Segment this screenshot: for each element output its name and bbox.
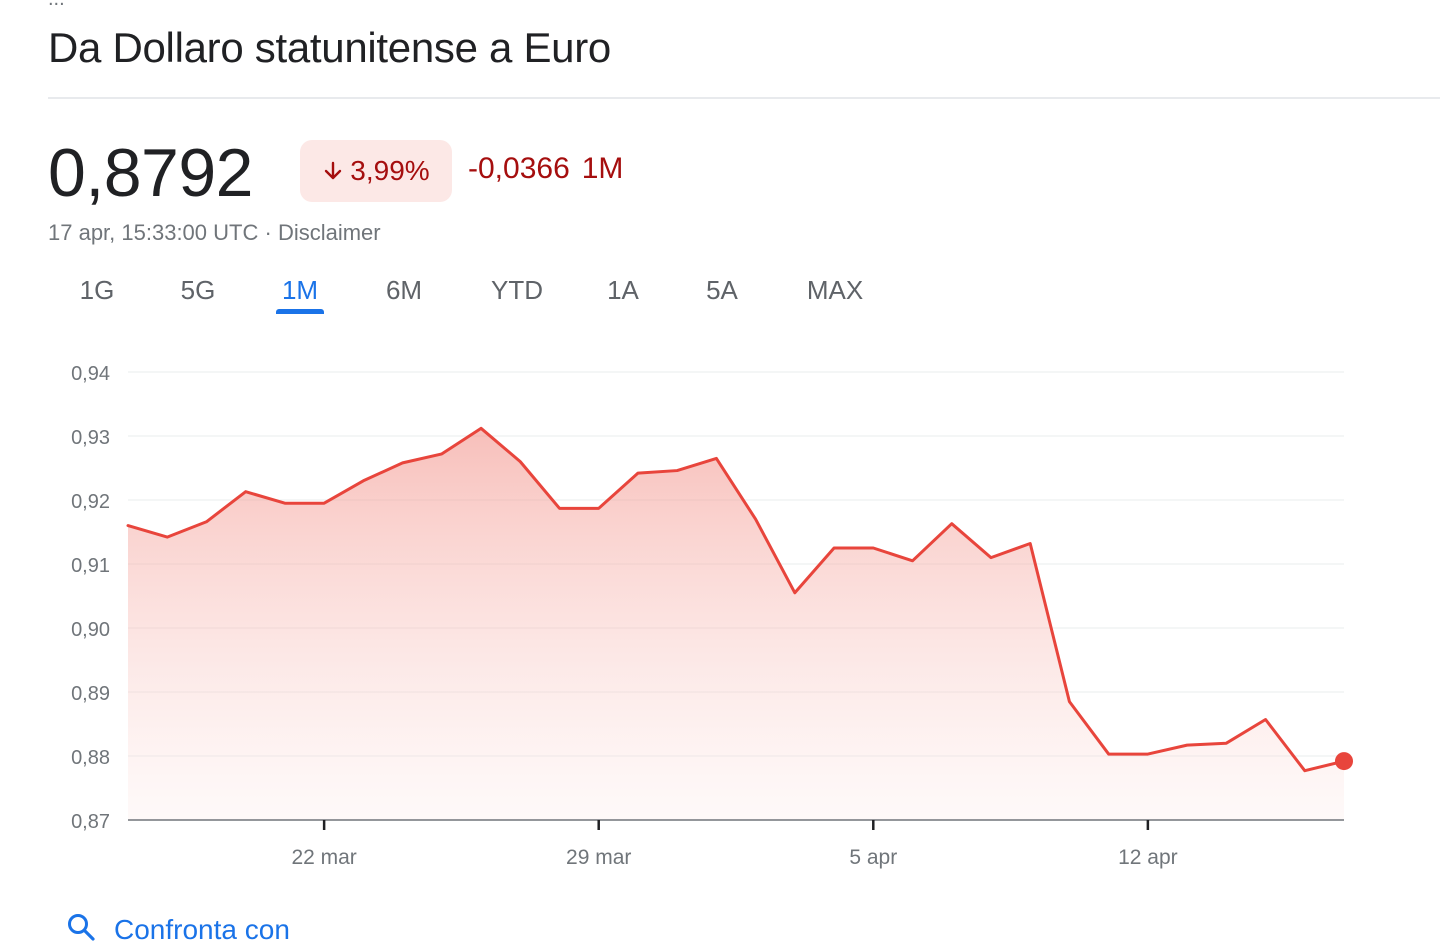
data-point [362, 479, 365, 482]
y-tick-label: 0,89 [71, 683, 110, 705]
data-point [519, 460, 522, 463]
quote-meta: 17 apr, 15:33:00 UTC · Disclaimer [48, 220, 381, 246]
data-point [793, 591, 796, 594]
compare-label: Confronta con [114, 913, 290, 945]
last-point-marker [1335, 752, 1353, 771]
data-point [833, 547, 836, 550]
data-point [911, 559, 914, 562]
data-point [283, 502, 286, 505]
data-point [205, 520, 208, 523]
data-point [754, 518, 757, 521]
x-tick-label: 22 mar [291, 846, 356, 869]
data-point [440, 452, 443, 455]
breadcrumb-fragment: ... [48, 0, 65, 11]
data-point [989, 556, 992, 559]
tab-5a[interactable]: 5A [706, 275, 738, 305]
data-point [1186, 744, 1189, 747]
data-point [872, 547, 875, 550]
x-tick-label: 5 apr [849, 846, 897, 869]
data-point [636, 472, 639, 475]
meta-separator: · [264, 220, 272, 245]
disclaimer-link[interactable]: Disclaimer [277, 220, 381, 245]
tab-max[interactable]: MAX [806, 275, 864, 305]
data-point [715, 457, 718, 460]
y-tick-label: 0,88 [71, 747, 110, 769]
y-tick-label: 0,93 [71, 427, 110, 449]
y-tick-label: 0,92 [71, 491, 110, 513]
data-point [127, 524, 130, 527]
series-line [126, 426, 1346, 773]
y-tick-label: 0,87 [71, 811, 110, 833]
data-point [401, 461, 404, 464]
tab-5g[interactable]: 5G [180, 275, 216, 305]
data-point [950, 522, 953, 525]
timestamp: 17 apr, 15:33:00 UTC [48, 220, 259, 245]
data-point [166, 536, 169, 539]
data-point [244, 490, 247, 493]
data-point [1146, 753, 1149, 756]
change-period: 1M [581, 152, 624, 185]
data-point [1303, 769, 1306, 772]
data-point [1029, 542, 1032, 545]
tab-1g[interactable]: 1G [79, 275, 115, 305]
change-percent: 3,99% [350, 155, 430, 186]
data-point [558, 507, 561, 510]
y-tick-label: 0,94 [71, 363, 110, 385]
data-point [597, 507, 600, 510]
data-point [1107, 753, 1110, 756]
change-absolute: -0,0366 [468, 152, 570, 185]
data-point [1264, 718, 1267, 721]
x-tick-label: 12 apr [1118, 846, 1178, 869]
tab-ytd[interactable]: YTD [491, 275, 543, 305]
x-tick-label: 29 mar [566, 846, 631, 869]
change-absolute-group: -0,0366 1M [468, 152, 623, 186]
y-tick-label: 0,91 [71, 555, 110, 577]
price-chart[interactable]: 0,94 0,93 0,92 0,91 0,90 0,89 0,88 0,87 22 mar 29… [0, 340, 1440, 888]
search-icon [66, 912, 96, 947]
compare-button[interactable]: Confronta con [66, 912, 290, 947]
data-point [676, 469, 679, 472]
tab-1m[interactable]: 1M [276, 268, 324, 316]
arrow-down-icon [322, 160, 344, 182]
y-tick-label: 0,90 [71, 619, 110, 641]
header-divider [48, 97, 1440, 99]
tab-6m[interactable]: 6M [385, 275, 423, 305]
current-price: 0,8792 [48, 135, 253, 211]
change-percent-badge: 3,99% [300, 140, 452, 202]
data-point [1225, 742, 1228, 745]
page-title: Da Dollaro statunitense a Euro [48, 24, 611, 71]
data-point [480, 427, 483, 430]
data-point [1068, 700, 1071, 703]
data-point [323, 502, 326, 505]
tab-1a[interactable]: 1A [607, 275, 639, 305]
area-fill [128, 428, 1344, 820]
